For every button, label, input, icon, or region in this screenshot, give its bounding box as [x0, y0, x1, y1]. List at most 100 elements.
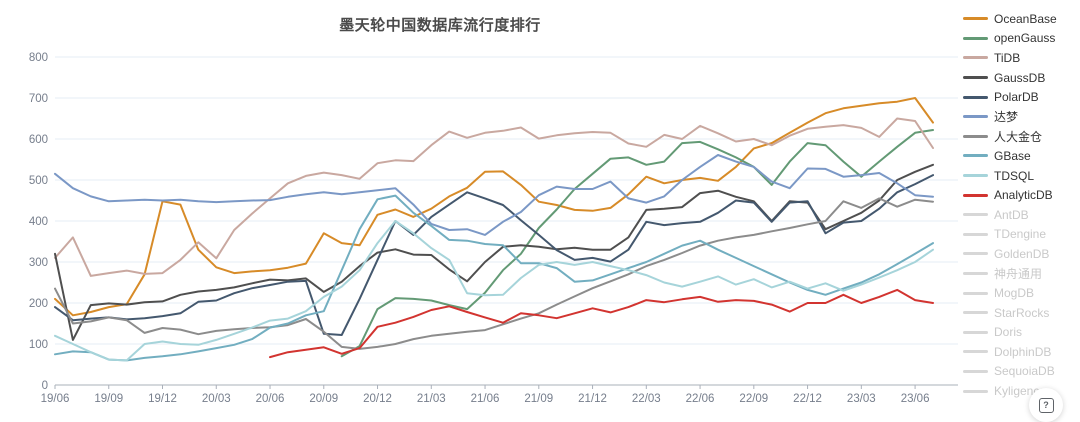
legend-item-MogDB[interactable]: MogDB	[963, 283, 1080, 303]
legend-label: 神舟通用	[994, 267, 1043, 282]
legend-item-TDengine[interactable]: TDengine	[963, 225, 1080, 245]
legend-item-Kyligence[interactable]: Kyligence	[963, 381, 1080, 401]
legend-line-swatch	[963, 76, 988, 80]
legend-line-swatch	[963, 154, 988, 158]
series-line-GBase	[54, 194, 934, 362]
legend-line-swatch	[963, 369, 988, 373]
x-axis-label: 21/06	[471, 393, 500, 405]
legend-label: GaussDB	[994, 70, 1046, 85]
legend-item-神舟通用[interactable]: 神舟通用	[963, 264, 1080, 284]
legend-label: 达梦	[994, 110, 1019, 125]
y-axis-label: 300	[29, 257, 48, 269]
legend-item-达梦[interactable]: 达梦	[963, 107, 1080, 127]
legend-line-swatch	[963, 174, 988, 178]
legend-label: Doris	[994, 325, 1023, 340]
series-line-达梦	[54, 154, 934, 236]
series-line-PolarDB	[54, 174, 934, 336]
x-axis-label: 22/06	[686, 393, 715, 405]
legend-line-swatch	[963, 272, 988, 276]
series-line-人大金仓	[54, 197, 934, 350]
x-axis-label: 23/06	[901, 393, 930, 405]
legend-line-swatch	[963, 350, 988, 354]
legend-label: AntDB	[994, 207, 1029, 222]
help-button[interactable]: ?	[1029, 388, 1063, 422]
legend-item-openGauss[interactable]: openGauss	[963, 29, 1080, 49]
help-icon: ?	[1038, 397, 1054, 413]
legend-line-swatch	[963, 115, 988, 119]
legend-item-TDSQL[interactable]: TDSQL	[963, 166, 1080, 186]
legend-line-swatch	[963, 56, 988, 60]
legend-item-PolarDB[interactable]: PolarDB	[963, 87, 1080, 107]
x-axis-label: 22/09	[739, 393, 768, 405]
legend-line-swatch	[963, 252, 988, 256]
series-line-openGauss	[340, 129, 934, 358]
legend-item-Doris[interactable]: Doris	[963, 323, 1080, 343]
legend-line-swatch	[963, 95, 988, 99]
legend-label: MogDB	[994, 286, 1035, 301]
legend-line-swatch	[963, 311, 988, 315]
x-axis-label: 21/09	[524, 393, 553, 405]
x-axis-label: 21/12	[578, 393, 607, 405]
legend-item-SequoiaDB[interactable]: SequoiaDB	[963, 362, 1080, 382]
legend-label: AnalyticDB	[994, 188, 1053, 203]
legend-line-swatch	[963, 291, 988, 295]
x-axis-label: 20/12	[363, 393, 392, 405]
series-lines	[54, 97, 934, 362]
legend-item-AntDB[interactable]: AntDB	[963, 205, 1080, 225]
y-axis-label: 200	[29, 298, 48, 310]
x-axis-label: 22/03	[632, 393, 661, 405]
x-axis-label: 21/03	[417, 393, 446, 405]
x-axis-label: 20/06	[256, 393, 285, 405]
legend-item-AnalyticDB[interactable]: AnalyticDB	[963, 185, 1080, 205]
legend-label: DolphinDB	[994, 344, 1052, 359]
legend-label: GBase	[994, 148, 1031, 163]
series-line-AnalyticDB	[269, 288, 934, 359]
legend-item-DolphinDB[interactable]: DolphinDB	[963, 342, 1080, 362]
legend-line-swatch	[963, 134, 988, 138]
y-axis-label: 100	[29, 339, 48, 351]
legend-line-swatch	[963, 330, 988, 334]
x-axis-label: 19/09	[94, 393, 123, 405]
x-axis-label: 23/03	[847, 393, 876, 405]
legend-item-OceanBase[interactable]: OceanBase	[963, 9, 1080, 29]
x-axis-label: 22/12	[793, 393, 822, 405]
y-axis-label: 800	[29, 52, 48, 64]
legend-label: OceanBase	[994, 11, 1057, 26]
x-axis-label: 19/06	[41, 393, 70, 405]
legend-label: PolarDB	[994, 90, 1039, 105]
chart-legend: OceanBase openGauss TiDB GaussDB PolarDB 达梦人大…	[963, 9, 1080, 401]
x-axis-label: 20/09	[309, 393, 338, 405]
y-axis-label: 500	[29, 175, 48, 187]
legend-label: 人大金仓	[994, 129, 1043, 144]
legend-line-swatch	[963, 193, 988, 197]
legend-item-GaussDB[interactable]: GaussDB	[963, 68, 1080, 88]
line-chart: 0 100 200 300 400 500 600 700 800 19/06 19/09 19/12…	[29, 50, 958, 405]
legend-label: TiDB	[994, 50, 1021, 65]
legend-item-StarRocks[interactable]: StarRocks	[963, 303, 1080, 323]
legend-label: TDengine	[994, 227, 1047, 242]
y-axis-label: 0	[42, 380, 48, 392]
chart-title: 墨天轮中国数据库流行度排行	[339, 17, 541, 34]
legend-item-人大金仓[interactable]: 人大金仓	[963, 127, 1080, 147]
axes: 0 100 200 300 400 500 600 700 800 19/06 19/09 19/12…	[29, 52, 958, 405]
legend-label: openGauss	[994, 31, 1056, 46]
legend-label: TDSQL	[994, 168, 1035, 183]
legend-label: StarRocks	[994, 305, 1050, 320]
legend-line-swatch	[963, 36, 988, 40]
y-axis-label: 600	[29, 134, 48, 146]
series-line-TiDB	[54, 117, 934, 277]
legend-label: SequoiaDB	[994, 364, 1055, 379]
plot-area[interactable]	[55, 50, 935, 385]
legend-item-GoldenDB[interactable]: GoldenDB	[963, 244, 1080, 264]
legend-line-swatch	[963, 213, 988, 217]
legend-item-TiDB[interactable]: TiDB	[963, 48, 1080, 68]
x-axis-label: 19/12	[148, 393, 177, 405]
legend-line-swatch	[963, 389, 988, 393]
legend-label: GoldenDB	[994, 246, 1050, 261]
legend-line-swatch	[963, 17, 988, 21]
series-line-TDSQL	[54, 220, 934, 362]
legend-item-GBase[interactable]: GBase	[963, 146, 1080, 166]
y-axis-label: 400	[29, 216, 48, 228]
series-line-OceanBase	[54, 97, 934, 317]
legend-line-swatch	[963, 232, 988, 236]
